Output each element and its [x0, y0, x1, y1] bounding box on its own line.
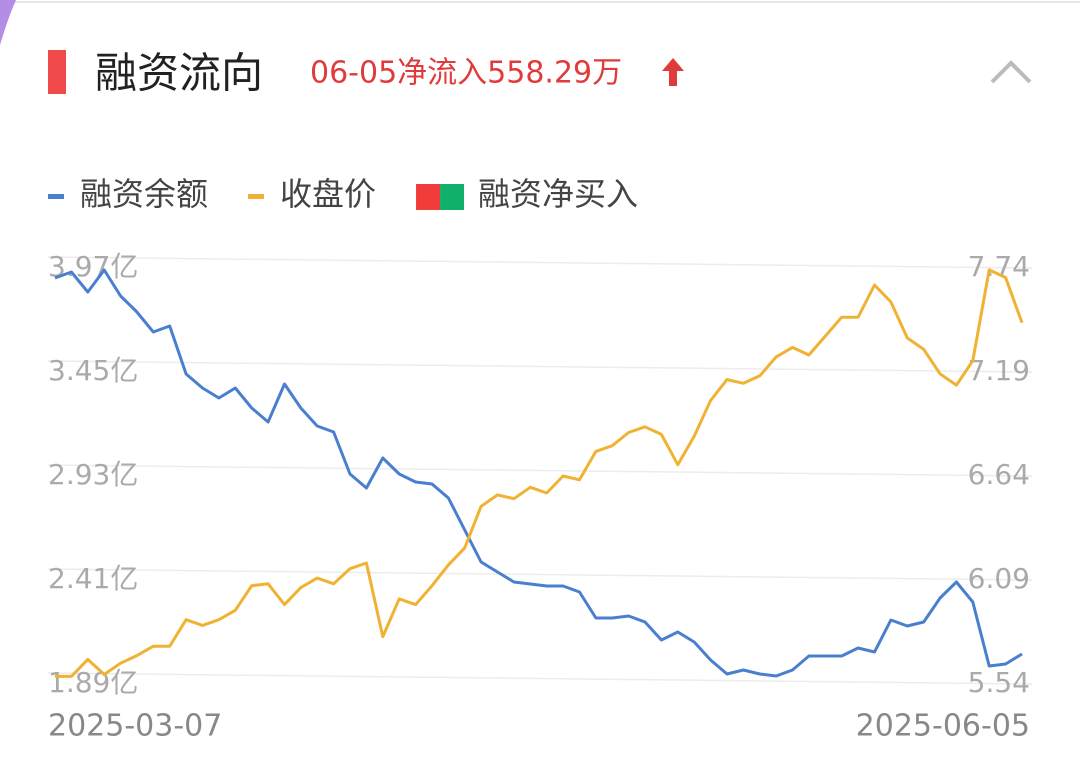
y2-tick-label: 6.09 — [968, 562, 1030, 595]
grid-line — [47, 568, 1033, 581]
series-line — [55, 268, 1024, 678]
x-tick-label: 2025-03-07 — [48, 709, 222, 744]
grid-line — [47, 464, 1033, 477]
y-tick-label: 1.89亿 — [48, 666, 138, 699]
legend-swatch — [48, 194, 64, 199]
up-arrow — [662, 58, 684, 86]
title-marker — [48, 50, 66, 94]
subtitle: 06-05净流入558.29万 — [310, 56, 622, 91]
grid-line — [47, 672, 1033, 685]
y2-tick-label: 7.19 — [968, 354, 1030, 387]
x-tick-label: 2025-06-05 — [856, 709, 1030, 744]
series-line — [54, 268, 1023, 678]
y-tick-label: 2.41亿 — [48, 562, 138, 595]
legend-label: 融资余额 — [80, 175, 208, 213]
y2-tick-label: 5.54 — [968, 666, 1030, 699]
title: 融资流向 — [95, 49, 263, 98]
y2-tick-label: 6.64 — [968, 458, 1030, 491]
legend-label: 融资净买入 — [478, 175, 638, 213]
legend-swatch — [248, 194, 265, 199]
corner-decoration — [0, 0, 16, 45]
legend-swatch — [440, 184, 465, 210]
collapse-chevron[interactable] — [990, 60, 1032, 84]
legend-label: 收盘价 — [280, 175, 376, 213]
y-tick-label: 3.97亿 — [48, 250, 138, 283]
y-tick-label: 3.45亿 — [48, 354, 138, 387]
y-tick-label: 2.93亿 — [48, 458, 138, 491]
grid-line — [47, 360, 1033, 373]
legend-swatch — [416, 184, 441, 210]
y2-tick-label: 7.74 — [968, 250, 1030, 283]
grid-line — [47, 256, 1033, 269]
